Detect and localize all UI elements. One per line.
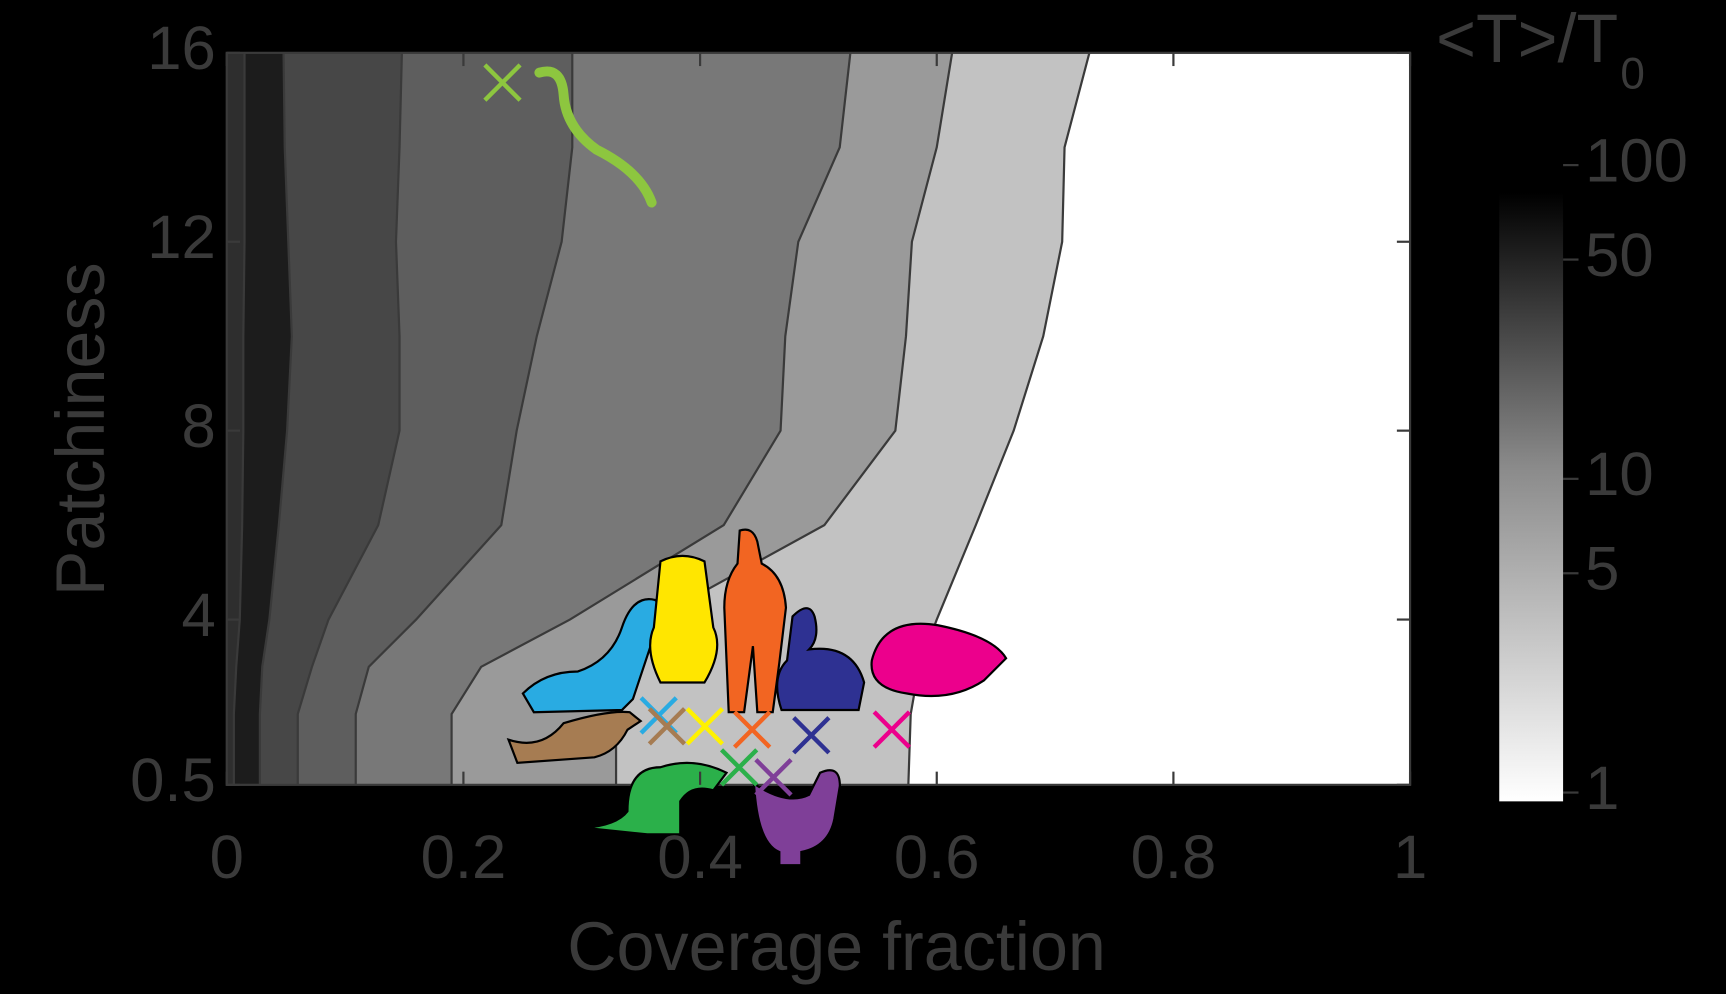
rabbit-icon (776, 607, 866, 712)
y-tick-label: 8 (181, 392, 215, 461)
x-tick-label: 1 (1393, 823, 1427, 892)
x-tick-label: 0.6 (894, 823, 980, 892)
x-axis-label: Coverage fraction (567, 909, 1106, 985)
x-tick-label: 0.4 (657, 823, 743, 892)
colorbar-label: <T>/T (1436, 1, 1618, 77)
contour-fill (259, 52, 402, 785)
animal-icons (506, 66, 1008, 867)
contour-fill (355, 52, 851, 785)
markers (483, 63, 911, 797)
marker (792, 716, 831, 755)
marker-stroke (754, 758, 793, 797)
contour-line (258, 52, 293, 785)
colorbar (1499, 192, 1564, 802)
axes: 0 0.2 0.4 0.6 0.8 1 0.5 4 8 12 16 1 5 10 50 100 (130, 14, 1688, 892)
contour-fill (451, 52, 953, 785)
marker (685, 707, 724, 746)
rat-icon (506, 710, 643, 764)
marker-stroke (792, 716, 831, 755)
y-tick-label: 16 (147, 14, 216, 83)
colorbar-label-sub: 0 (1620, 50, 1644, 99)
colorbar-tick-label: 1 (1585, 754, 1619, 823)
human-icon (723, 528, 788, 714)
marker-stroke (647, 707, 687, 746)
colorbar-tick-label: 10 (1585, 440, 1654, 509)
snake-icon (534, 66, 657, 208)
chicken-icon (752, 769, 841, 867)
y-tick-label: 4 (181, 581, 215, 650)
marker-stroke (685, 707, 724, 746)
marker-stroke (732, 710, 772, 749)
x-tick-label: 0.2 (421, 823, 507, 892)
contour-line (354, 52, 574, 785)
plot-area (226, 52, 1411, 785)
guinea-pig-icon (870, 622, 1008, 698)
x-tick-label: 0.8 (1131, 823, 1217, 892)
sugar-glider-icon (649, 554, 719, 684)
marker (754, 758, 793, 797)
contour-line (296, 52, 403, 785)
marker (719, 748, 759, 787)
marker (732, 710, 772, 749)
contour-line (232, 52, 246, 785)
y-tick-label: 0.5 (130, 746, 216, 815)
marker-stroke (483, 63, 522, 102)
colorbar-tick-label: 100 (1585, 126, 1688, 195)
colorbar-tick-label: 50 (1585, 221, 1654, 290)
marker (872, 710, 911, 749)
x-tick-label: 0 (210, 823, 244, 892)
marker-stroke (872, 710, 911, 749)
y-axis-label: Patchiness (43, 262, 119, 596)
contour-fill (233, 52, 292, 785)
contour-line (450, 52, 852, 785)
y-tick-label: 12 (147, 203, 216, 272)
contour-fill (908, 52, 1411, 785)
dog-icon (521, 598, 665, 714)
marker (483, 63, 522, 102)
marker (647, 707, 687, 746)
contour-fill (297, 52, 573, 785)
marker-stroke (719, 748, 759, 787)
ferret-icon (583, 761, 729, 836)
colorbar-tick-label: 5 (1585, 535, 1619, 604)
